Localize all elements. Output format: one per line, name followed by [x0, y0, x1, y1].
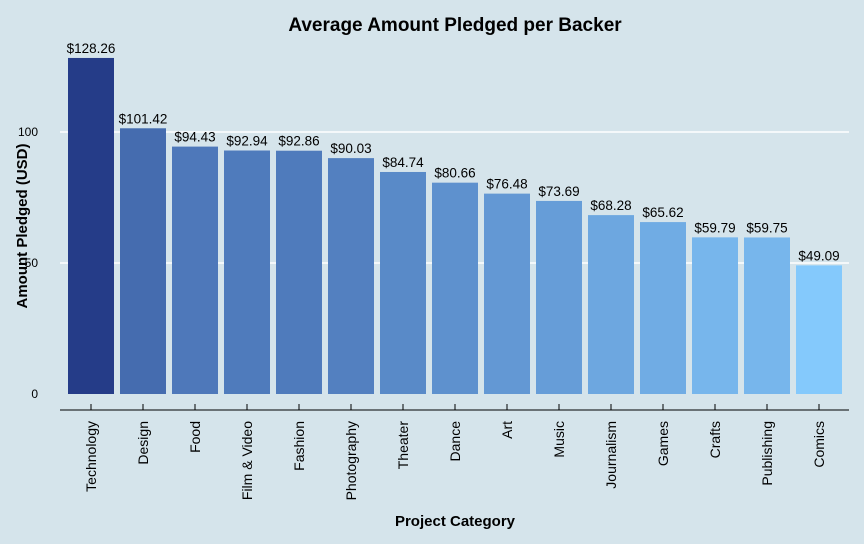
bar-design [120, 128, 166, 394]
bar-journalism [588, 215, 634, 394]
data-label: $92.86 [278, 134, 319, 149]
y-tick-label: 100 [18, 125, 38, 139]
bar-fashion [276, 151, 322, 394]
x-tick-label: Dance [447, 421, 463, 462]
x-tick-label: Crafts [707, 421, 723, 458]
data-label: $76.48 [486, 177, 527, 192]
bar-film-video [224, 150, 270, 394]
x-tick-label: Food [187, 421, 203, 453]
bar-crafts [692, 237, 738, 394]
bar-comics [796, 265, 842, 394]
bar-dance [432, 183, 478, 394]
y-axis-title: Amount Pledged (USD) [14, 144, 31, 309]
data-label: $80.66 [434, 166, 475, 181]
bar-music [536, 201, 582, 394]
data-label: $94.43 [174, 130, 215, 145]
x-axis-title: Project Category [395, 513, 516, 530]
x-tick-label: Technology [83, 421, 99, 492]
data-label: $73.69 [538, 184, 579, 199]
bar-technology [68, 58, 114, 394]
x-tick-label: Art [499, 421, 515, 439]
bar-games [640, 222, 686, 394]
x-tick-label: Fashion [291, 421, 307, 471]
y-tick-label: 0 [31, 387, 38, 401]
data-label: $92.94 [226, 133, 268, 148]
x-tick-label: Film & Video [239, 421, 255, 500]
chart-title: Average Amount Pledged per Backer [288, 15, 622, 36]
bar-food [172, 147, 218, 394]
x-tick-label: Design [135, 421, 151, 465]
bar-publishing [744, 237, 790, 394]
data-label: $59.79 [694, 220, 735, 235]
bar-theater [380, 172, 426, 394]
x-tick-label: Music [551, 421, 567, 458]
data-label: $68.28 [590, 198, 631, 213]
x-tick-label: Photography [343, 421, 359, 500]
data-label: $49.09 [798, 248, 839, 263]
x-tick-label: Publishing [759, 421, 775, 486]
bar-photography [328, 158, 374, 394]
data-label: $59.75 [746, 220, 787, 235]
data-label: $128.26 [67, 41, 116, 56]
data-label: $84.74 [382, 155, 424, 170]
x-tick-label: Journalism [603, 421, 619, 489]
bar-art [484, 194, 530, 394]
x-tick-label: Games [655, 421, 671, 466]
x-tick-label: Comics [811, 421, 827, 468]
data-label: $90.03 [330, 141, 371, 156]
data-label: $65.62 [642, 205, 683, 220]
data-label: $101.42 [119, 111, 168, 126]
x-tick-label: Theater [395, 421, 411, 470]
